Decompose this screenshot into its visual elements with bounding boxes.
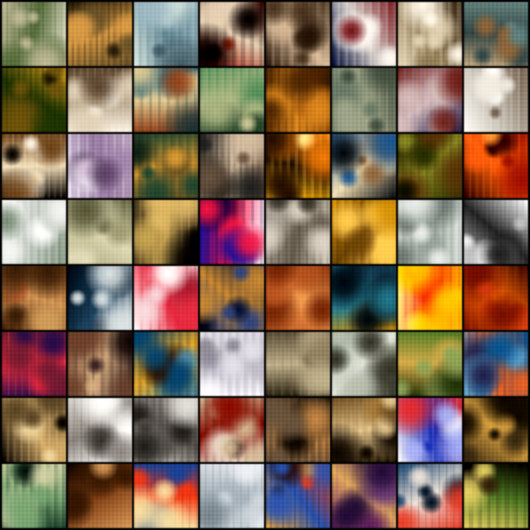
generated-image-tile [200,2,264,66]
generated-image-tile [398,398,462,462]
generated-image-tile [464,332,528,396]
generated-image-tile [134,332,198,396]
generated-image-tile [266,332,330,396]
generated-image-tile [332,332,396,396]
generated-image-tile [266,134,330,198]
generated-image-tile [398,134,462,198]
generated-image-tile [134,134,198,198]
generated-image-tile [332,398,396,462]
generated-image-tile [266,266,330,330]
generated-image-tile [68,2,132,66]
generated-image-tile [200,332,264,396]
generated-image-tile [68,266,132,330]
generated-image-tile [2,2,66,66]
generated-image-tile [464,200,528,264]
generated-image-tile [398,266,462,330]
generated-image-tile [200,464,264,528]
generated-image-tile [398,68,462,132]
generated-image-tile [266,68,330,132]
generated-image-tile [332,464,396,528]
generated-image-tile [2,68,66,132]
generated-image-tile [398,200,462,264]
generated-image-tile [332,2,396,66]
generated-image-tile [2,332,66,396]
generated-image-tile [200,68,264,132]
generated-image-tile [200,398,264,462]
generated-image-tile [68,332,132,396]
generated-image-tile [332,134,396,198]
generated-image-tile [2,266,66,330]
generated-image-tile [464,464,528,528]
generated-image-tile [68,464,132,528]
generated-image-tile [266,464,330,528]
generated-image-tile [464,68,528,132]
generated-image-tile [68,68,132,132]
generated-image-tile [332,266,396,330]
generated-image-tile [200,266,264,330]
generated-image-tile [464,2,528,66]
generated-image-tile [266,398,330,462]
generated-image-tile [200,200,264,264]
generated-image-tile [2,200,66,264]
generated-image-tile [464,134,528,198]
generated-image-tile [134,266,198,330]
generated-image-tile [464,398,528,462]
generated-image-tile [2,134,66,198]
generated-image-tile [68,200,132,264]
generated-image-tile [332,200,396,264]
generated-image-tile [398,464,462,528]
generated-image-tile [266,2,330,66]
generated-image-tile [134,68,198,132]
generated-image-tile [2,398,66,462]
generated-image-tile [332,68,396,132]
generated-image-tile [134,2,198,66]
generated-image-tile [398,332,462,396]
generated-image-tile [464,266,528,330]
generated-image-tile [134,464,198,528]
generated-image-tile [134,200,198,264]
generated-image-tile [68,398,132,462]
generated-image-tile [2,464,66,528]
generated-image-tile [68,134,132,198]
generated-image-tile [200,134,264,198]
generated-image-tile [134,398,198,462]
generated-image-tile [398,2,462,66]
generated-image-tile [266,200,330,264]
